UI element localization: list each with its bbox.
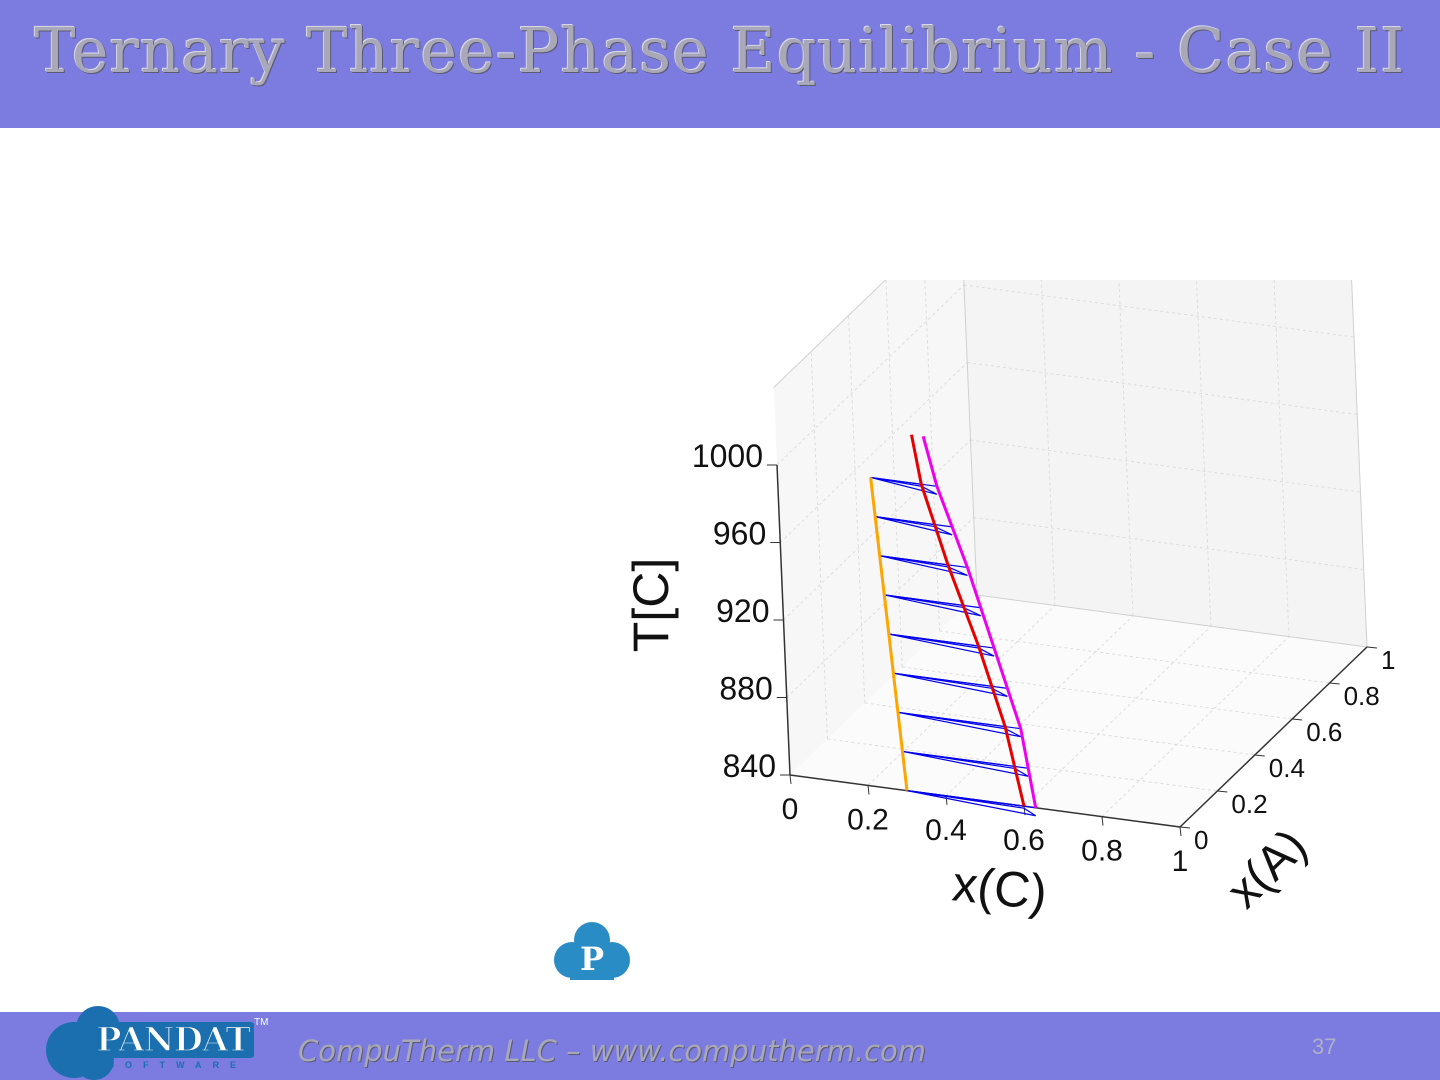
y-tick-label: 1 bbox=[1381, 645, 1395, 675]
box-edge bbox=[976, 594, 1368, 648]
x-tick-label: 0.8 bbox=[1081, 835, 1123, 868]
y-tick-label: 0.8 bbox=[1344, 681, 1380, 711]
y-tick bbox=[1329, 682, 1340, 685]
grid-line bbox=[867, 605, 1056, 786]
tie-triangle bbox=[875, 516, 953, 536]
title-bar: Ternary Three-Phase Equilibrium - Case I… bbox=[0, 0, 1440, 128]
floor bbox=[790, 595, 1367, 827]
z-tick-label: 1000 bbox=[692, 438, 763, 474]
y-tick bbox=[1254, 754, 1265, 757]
tie-triangle bbox=[884, 594, 982, 617]
grid-line bbox=[924, 280, 941, 632]
z-tick-label: 920 bbox=[716, 593, 769, 629]
y-axis-line bbox=[1179, 646, 1368, 828]
x-axis-label: x(C) bbox=[950, 855, 1050, 921]
pandat-cloud-icon bbox=[46, 1006, 254, 1080]
tie-line bbox=[879, 555, 968, 569]
y-tick bbox=[1366, 646, 1378, 649]
grid-line bbox=[1273, 280, 1290, 637]
grid-line bbox=[885, 280, 903, 668]
x-tick-label: 0.2 bbox=[847, 803, 889, 836]
ternary-3d-chart: 0 0.2 0.4 0.6 0.8 100.20.40.60.81840880920960… bbox=[623, 280, 1395, 921]
box-edge bbox=[963, 280, 978, 596]
tie-line bbox=[897, 711, 1021, 730]
x-tick-label: 0.4 bbox=[925, 814, 967, 847]
y-tick bbox=[1292, 718, 1303, 721]
y-tick bbox=[1217, 790, 1228, 793]
tie-line bbox=[902, 750, 1029, 769]
page-number: 37 bbox=[1312, 1034, 1337, 1059]
x-tick bbox=[867, 785, 870, 795]
pandat-p-icon: P bbox=[554, 922, 630, 980]
z-tick-label: 840 bbox=[723, 748, 776, 784]
grid-line bbox=[810, 351, 828, 740]
slide-title: Ternary Three-Phase Equilibrium - Case I… bbox=[34, 14, 1406, 87]
y-tick bbox=[1179, 826, 1191, 829]
tie-line bbox=[888, 633, 995, 649]
x-tick-label: 0.6 bbox=[1003, 824, 1045, 857]
box-edge bbox=[1351, 280, 1368, 648]
tie-triangle bbox=[879, 555, 968, 577]
z-axis-label: T[C] bbox=[623, 558, 679, 652]
trademark-mark: TM bbox=[254, 1017, 269, 1028]
tie-triangle bbox=[906, 790, 1037, 817]
y-tick-label: 0 bbox=[1194, 825, 1208, 855]
pandat-logo-text: PANDAT bbox=[95, 1019, 251, 1061]
grid-line bbox=[1118, 280, 1134, 616]
grid-line bbox=[1101, 636, 1290, 817]
phase-line-3 bbox=[921, 435, 1038, 809]
tie-triangle bbox=[893, 672, 1008, 697]
badge-letter: P bbox=[580, 940, 604, 978]
x-tick bbox=[1101, 816, 1104, 826]
grid-line bbox=[1023, 625, 1212, 807]
x-tick-label: 1 bbox=[1172, 845, 1189, 878]
grid-line bbox=[1195, 280, 1212, 627]
tie-line bbox=[893, 672, 1008, 689]
z-tick-label: 960 bbox=[713, 516, 766, 552]
box-edge bbox=[773, 280, 887, 388]
footer-company: CompuTherm LLC – www.computherm.com bbox=[298, 1034, 927, 1068]
tie-line bbox=[870, 476, 937, 487]
y-tick-label: 0.2 bbox=[1231, 789, 1267, 819]
grid-line bbox=[776, 284, 965, 466]
grid-line bbox=[848, 315, 866, 704]
tie-triangle bbox=[897, 711, 1022, 738]
tie-triangle bbox=[902, 750, 1029, 777]
back-wall bbox=[963, 280, 1367, 647]
tie-triangle bbox=[888, 633, 995, 657]
tie-line bbox=[875, 516, 953, 528]
pandat-logo-subtext: SOFTWARE bbox=[108, 1060, 247, 1070]
x-tick bbox=[1179, 826, 1182, 837]
x-tick bbox=[789, 774, 792, 785]
z-tick-label: 880 bbox=[719, 671, 772, 707]
tie-line bbox=[906, 790, 1036, 809]
tie-triangle bbox=[870, 476, 938, 495]
y-axis-label: x(A) bbox=[1217, 819, 1317, 918]
grid-line bbox=[779, 362, 968, 543]
grid-line bbox=[783, 439, 971, 621]
y-tick-label: 0.6 bbox=[1306, 717, 1342, 747]
phase-line-2 bbox=[909, 434, 1026, 807]
x-tick bbox=[945, 795, 948, 805]
phase-line-1 bbox=[869, 477, 909, 791]
x-tick-label: 0 bbox=[782, 793, 799, 826]
grid-line bbox=[1040, 280, 1056, 606]
y-tick-label: 0.4 bbox=[1269, 753, 1305, 783]
